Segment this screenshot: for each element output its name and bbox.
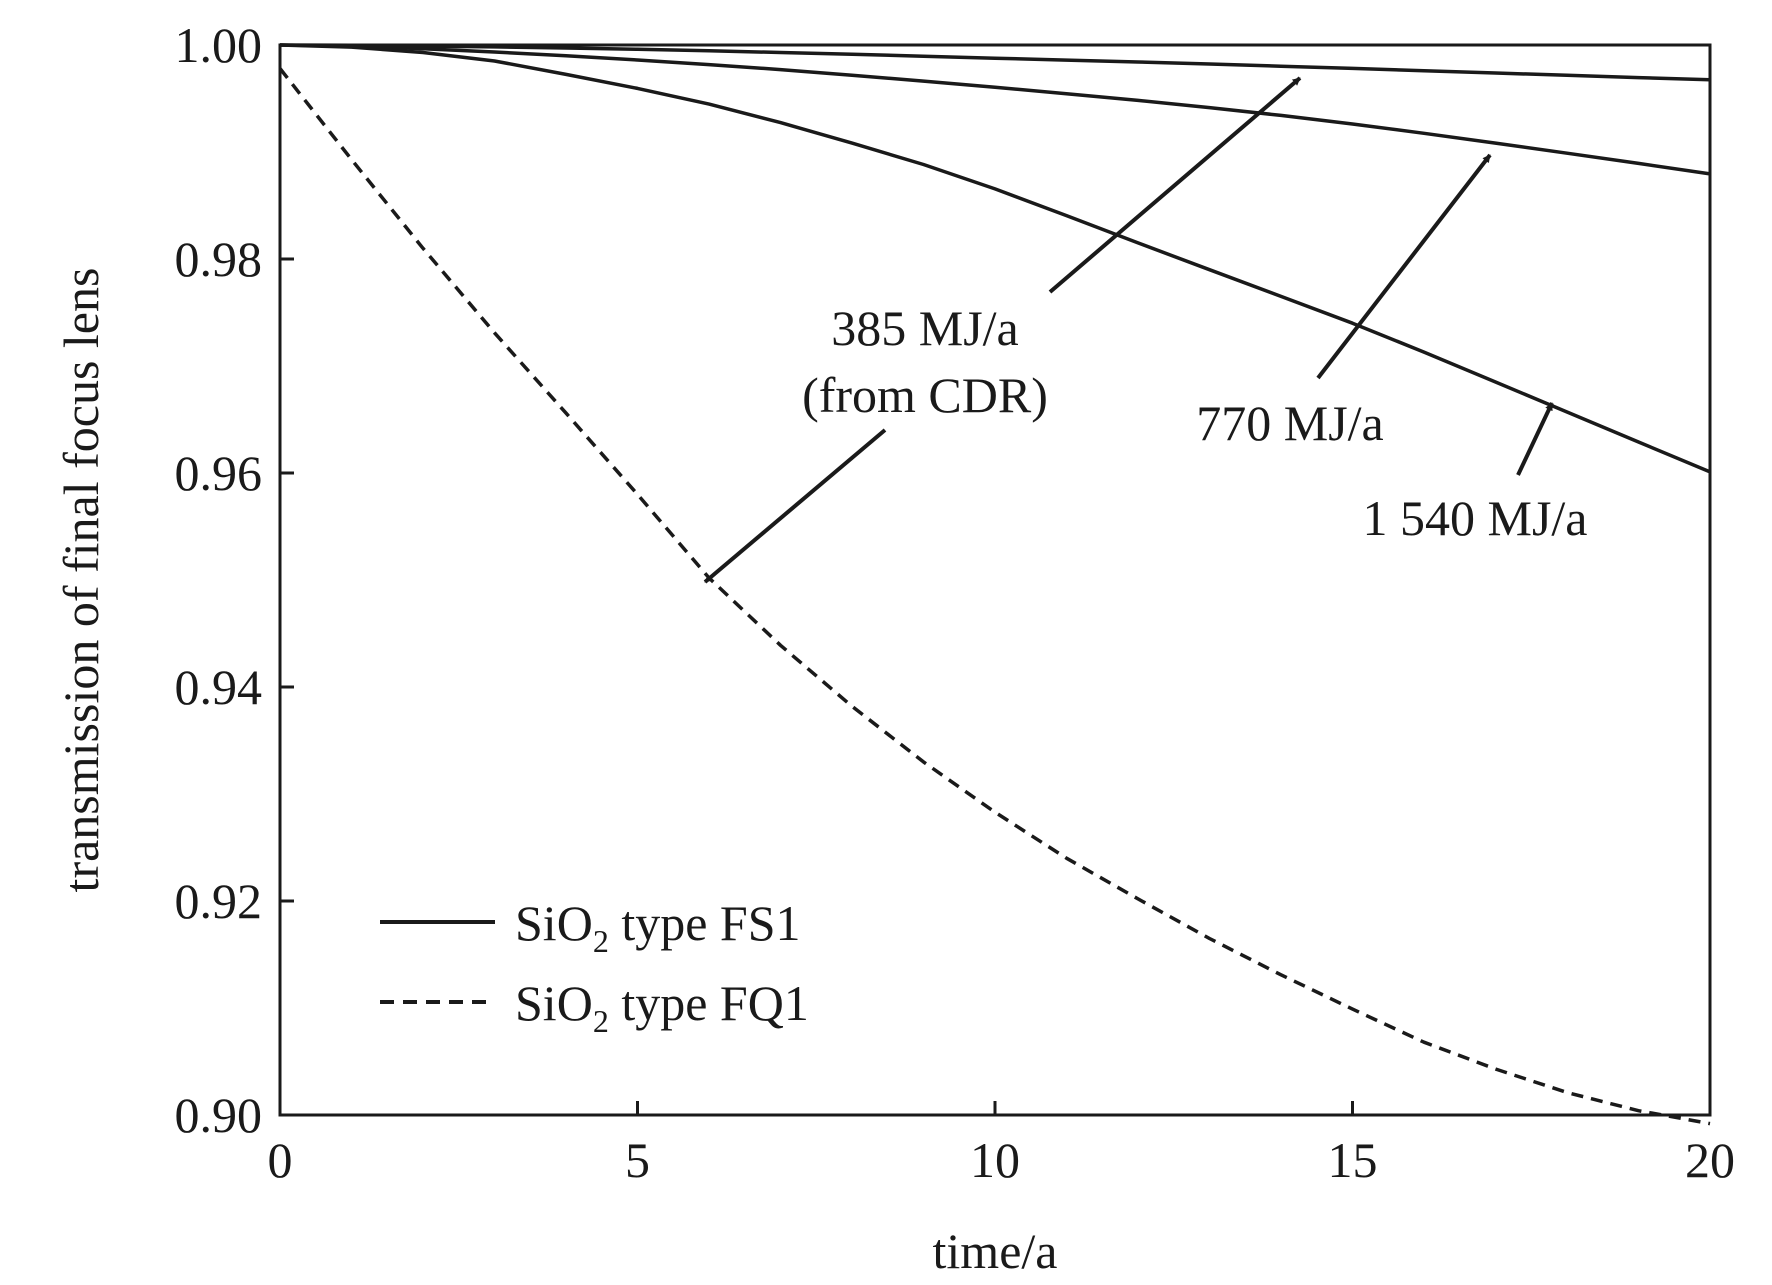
legend-fs1-sub: 2 — [593, 923, 609, 959]
legend-label-fq1: SiO2 type FQ1 — [515, 975, 809, 1039]
annotation-385-arrow-up — [1048, 76, 1302, 294]
legend-fs1-prefix: SiO — [515, 895, 593, 951]
legend-fq1-suffix: type FQ1 — [609, 975, 809, 1031]
annotation-385-arrow-down — [703, 428, 887, 584]
y-tick-label: 0.90 — [175, 1087, 263, 1143]
y-tick-label: 0.92 — [175, 873, 263, 929]
tick-labels: 0 5 10 15 20 0.90 0.92 0.94 0.96 0.98 1.00 — [175, 17, 1736, 1188]
annotation-1540-label: 1 540 MJ/a — [1363, 490, 1588, 546]
annotation-1540: 1 540 MJ/a — [1363, 402, 1588, 546]
y-axis-label: transmission of final focus lens — [53, 268, 109, 893]
annotation-385: 385 MJ/a (from CDR) — [703, 76, 1302, 584]
y-tick-label: 0.94 — [175, 659, 263, 715]
y-tick-label: 0.96 — [175, 445, 263, 501]
series-line-3 — [279, 43, 1711, 474]
series-line-2 — [279, 43, 1711, 176]
annotation-1540-arrow — [1516, 402, 1554, 476]
y-tick-label: 1.00 — [175, 17, 263, 73]
annotation-770-arrow — [1316, 153, 1492, 380]
legend-fq1-prefix: SiO — [515, 975, 593, 1031]
legend-fs1-suffix: type FS1 — [609, 895, 801, 951]
annotation-385-line2: (from CDR) — [802, 367, 1048, 423]
plot-frame — [278, 43, 1712, 1117]
annotation-770-label: 770 MJ/a — [1196, 395, 1384, 451]
x-tick-label: 15 — [1328, 1132, 1378, 1188]
y-tick-label: 0.98 — [175, 231, 263, 287]
legend-fq1-sub: 2 — [593, 1003, 609, 1039]
series-lines — [278, 43, 1711, 1126]
tick-marks — [278, 43, 1712, 1117]
x-tick-label: 20 — [1685, 1132, 1735, 1188]
x-tick-label: 5 — [625, 1132, 650, 1188]
x-tick-label: 0 — [268, 1132, 293, 1188]
series-line-4 — [278, 67, 1711, 1126]
legend: SiO2 type FS1 SiO2 type FQ1 — [380, 895, 809, 1039]
annotation-385-line1: 385 MJ/a — [831, 300, 1019, 356]
x-axis-label: time/a — [933, 1223, 1058, 1279]
series-line-1 — [279, 43, 1711, 82]
annotation-770: 770 MJ/a — [1196, 153, 1492, 451]
x-tick-label: 10 — [970, 1132, 1020, 1188]
legend-label-fs1: SiO2 type FS1 — [515, 895, 801, 959]
